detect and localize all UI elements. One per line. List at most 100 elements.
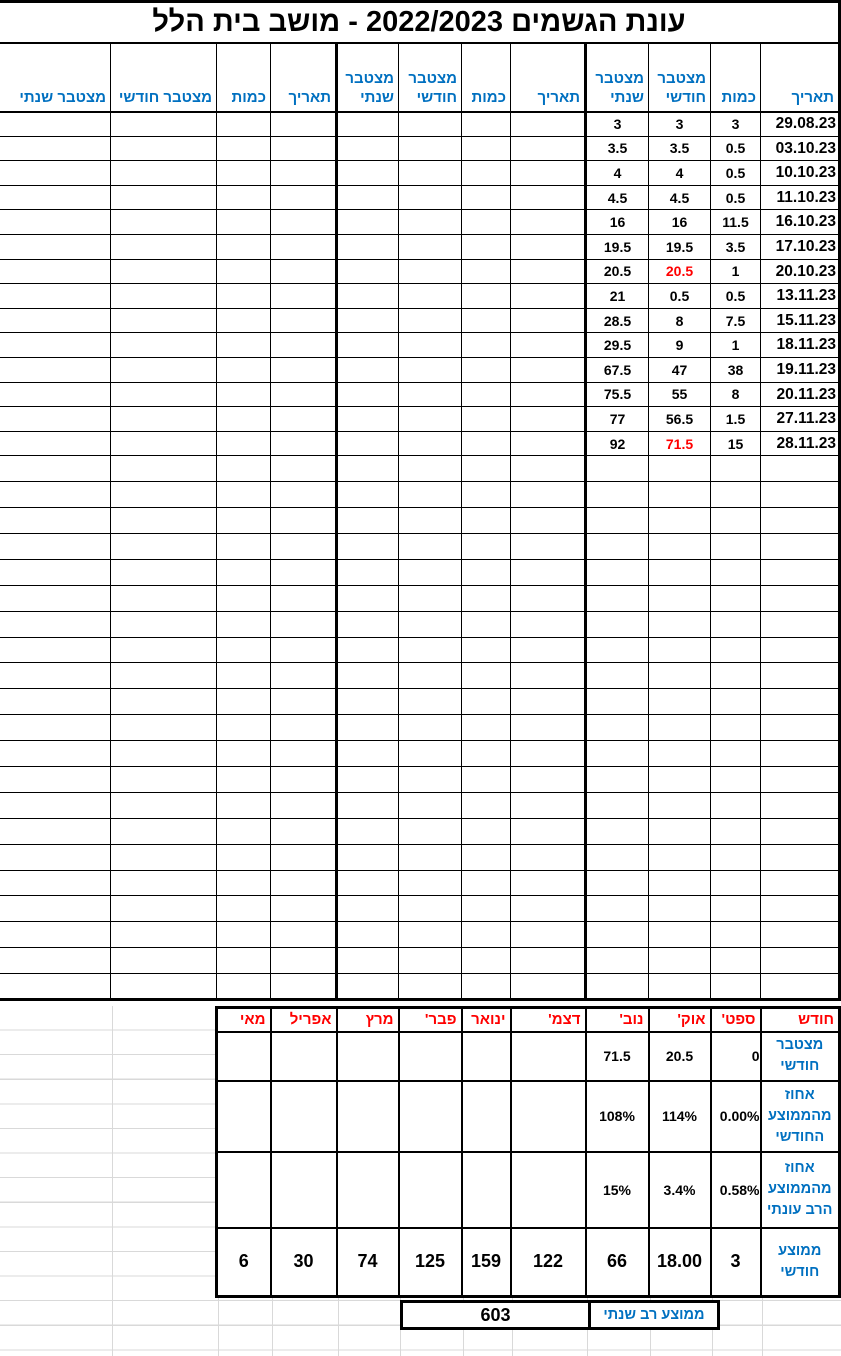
- cell-date[interactable]: 18.11.23: [760, 332, 840, 358]
- cell-monthly[interactable]: 0.5: [648, 283, 711, 309]
- summary-value-cell[interactable]: [460, 1079, 512, 1153]
- cell-empty[interactable]: [584, 532, 649, 560]
- cell-empty[interactable]: [510, 111, 586, 137]
- cell-amount[interactable]: 0.5: [710, 135, 761, 162]
- cell-empty[interactable]: [335, 791, 399, 819]
- cell-empty[interactable]: [584, 662, 649, 690]
- cell-empty[interactable]: [0, 817, 112, 845]
- cell-empty[interactable]: [584, 481, 649, 509]
- cell-empty[interactable]: [216, 610, 271, 638]
- cell-empty[interactable]: [510, 662, 586, 690]
- cell-empty[interactable]: [335, 532, 399, 560]
- summary-value-cell[interactable]: [269, 1150, 338, 1229]
- cell-amount[interactable]: 3: [710, 111, 761, 137]
- summary-value-cell[interactable]: 15%: [584, 1150, 650, 1229]
- cell-empty[interactable]: [398, 740, 462, 767]
- cell-empty[interactable]: [335, 307, 399, 334]
- cell-empty[interactable]: [110, 481, 217, 509]
- cell-empty[interactable]: [461, 532, 511, 560]
- cell-empty[interactable]: [760, 766, 840, 793]
- cell-monthly[interactable]: 47: [648, 356, 711, 383]
- cell-empty[interactable]: [110, 332, 217, 358]
- cell-empty[interactable]: [270, 636, 337, 664]
- cell-empty[interactable]: [710, 766, 761, 793]
- cell-empty[interactable]: [0, 947, 112, 975]
- cell-empty[interactable]: [270, 111, 337, 137]
- cell-empty[interactable]: [270, 160, 337, 186]
- cell-empty[interactable]: [461, 688, 511, 716]
- cell-empty[interactable]: [710, 895, 761, 923]
- cell-empty[interactable]: [335, 258, 399, 285]
- summary-value-cell[interactable]: 3.4%: [647, 1150, 712, 1229]
- cell-empty[interactable]: [216, 507, 271, 534]
- cell-empty[interactable]: [0, 258, 112, 285]
- cell-monthly[interactable]: 71.5: [648, 430, 711, 457]
- cell-empty[interactable]: [270, 610, 337, 638]
- cell-empty[interactable]: [510, 610, 586, 638]
- cell-empty[interactable]: [510, 558, 586, 586]
- cell-empty[interactable]: [0, 406, 112, 432]
- cell-empty[interactable]: [110, 184, 217, 211]
- cell-empty[interactable]: [216, 688, 271, 716]
- cell-empty[interactable]: [216, 766, 271, 793]
- cell-empty[interactable]: [398, 455, 462, 483]
- cell-amount[interactable]: 15: [710, 430, 761, 457]
- cell-empty[interactable]: [398, 636, 462, 664]
- cell-empty[interactable]: [335, 584, 399, 612]
- cell-empty[interactable]: [760, 973, 840, 1001]
- cell-empty[interactable]: [110, 740, 217, 767]
- cell-empty[interactable]: [0, 558, 112, 586]
- cell-empty[interactable]: [510, 356, 586, 383]
- summary-value-cell[interactable]: 74: [335, 1226, 400, 1298]
- cell-empty[interactable]: [398, 714, 462, 742]
- cell-empty[interactable]: [584, 636, 649, 664]
- cell-empty[interactable]: [270, 921, 337, 949]
- cell-empty[interactable]: [398, 356, 462, 383]
- cell-empty[interactable]: [510, 947, 586, 975]
- cell-empty[interactable]: [648, 791, 711, 819]
- cell-empty[interactable]: [216, 356, 271, 383]
- cell-empty[interactable]: [216, 332, 271, 358]
- cell-empty[interactable]: [335, 817, 399, 845]
- cell-monthly[interactable]: 8: [648, 307, 711, 334]
- cell-empty[interactable]: [398, 688, 462, 716]
- cell-empty[interactable]: [461, 636, 511, 664]
- cell-empty[interactable]: [216, 135, 271, 162]
- cell-empty[interactable]: [110, 135, 217, 162]
- cell-yearly[interactable]: 20.5: [584, 258, 649, 285]
- cell-empty[interactable]: [710, 869, 761, 897]
- cell-empty[interactable]: [398, 307, 462, 334]
- cell-empty[interactable]: [216, 636, 271, 664]
- cell-empty[interactable]: [760, 610, 840, 638]
- cell-amount[interactable]: 3.5: [710, 233, 761, 260]
- cell-amount[interactable]: 7.5: [710, 307, 761, 334]
- cell-empty[interactable]: [398, 843, 462, 871]
- cell-empty[interactable]: [510, 209, 586, 235]
- cell-empty[interactable]: [270, 688, 337, 716]
- cell-empty[interactable]: [0, 714, 112, 742]
- cell-empty[interactable]: [0, 332, 112, 358]
- cell-empty[interactable]: [710, 921, 761, 949]
- cell-empty[interactable]: [398, 895, 462, 923]
- cell-empty[interactable]: [510, 636, 586, 664]
- cell-yearly[interactable]: 3.5: [584, 135, 649, 162]
- cell-empty[interactable]: [461, 233, 511, 260]
- cell-date[interactable]: 27.11.23: [760, 406, 840, 432]
- cell-empty[interactable]: [398, 662, 462, 690]
- cell-empty[interactable]: [398, 481, 462, 509]
- cell-empty[interactable]: [335, 430, 399, 457]
- cell-empty[interactable]: [0, 111, 112, 137]
- cell-amount[interactable]: 1: [710, 258, 761, 285]
- cell-empty[interactable]: [335, 869, 399, 897]
- cell-empty[interactable]: [648, 507, 711, 534]
- cell-empty[interactable]: [0, 973, 112, 1001]
- cell-monthly[interactable]: 19.5: [648, 233, 711, 260]
- cell-empty[interactable]: [0, 895, 112, 923]
- cell-empty[interactable]: [270, 356, 337, 383]
- cell-empty[interactable]: [584, 714, 649, 742]
- cell-date[interactable]: 29.08.23: [760, 111, 840, 137]
- cell-empty[interactable]: [648, 455, 711, 483]
- cell-empty[interactable]: [0, 209, 112, 235]
- summary-value-cell[interactable]: [460, 1150, 512, 1229]
- summary-value-cell[interactable]: [215, 1150, 272, 1229]
